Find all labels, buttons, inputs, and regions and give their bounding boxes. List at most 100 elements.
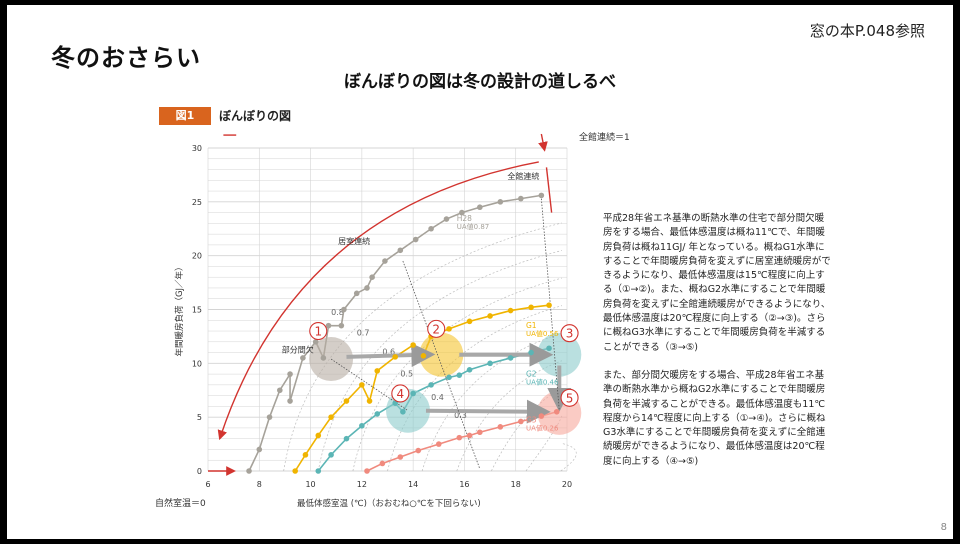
marker-ring — [391, 384, 410, 403]
data-point-G2 — [446, 374, 452, 381]
red-arrow-top — [538, 133, 548, 152]
data-point-H28 — [477, 204, 483, 211]
marker-number-④: 4 — [397, 387, 405, 401]
data-point-G2 — [343, 435, 350, 442]
description-paragraph-2: また、部分間欠暖房をする場合、平成28年省エネ基準の断熱水準から概ねG2水準にす… — [603, 369, 826, 467]
x-tick-label: 18 — [511, 480, 521, 489]
ratio-curve — [317, 250, 562, 472]
data-point-H28 — [353, 290, 360, 297]
data-point-H28 — [277, 387, 283, 394]
data-point-G2 — [328, 452, 334, 458]
marker-number-②: 2 — [432, 322, 440, 336]
data-point-H28 — [287, 371, 293, 377]
series-sub-G1: UA値0.56 — [526, 329, 559, 338]
marker-number-③: 3 — [566, 327, 574, 341]
data-point-G2 — [507, 355, 514, 361]
slide-title: 冬のおさらい — [51, 44, 201, 72]
ratio-label: 0.7 — [357, 328, 370, 337]
series-curve — [366, 411, 557, 472]
x-tick-label: 16 — [459, 480, 469, 489]
series-sub-H28: UA値0.87 — [457, 222, 490, 231]
data-point-H28 — [412, 236, 419, 243]
data-point-G2 — [359, 422, 365, 429]
data-point-G1 — [292, 468, 298, 474]
data-point-H28 — [256, 446, 263, 453]
x-tick-label: 8 — [257, 480, 262, 489]
data-point-G1 — [410, 342, 416, 348]
data-point-G1 — [343, 398, 350, 404]
page-number: 8 — [940, 522, 947, 533]
data-point-G2 — [456, 372, 463, 378]
data-point-H28 — [497, 199, 504, 205]
marker-number-⑤: 5 — [566, 391, 574, 405]
series-curve — [248, 194, 542, 472]
data-point-G1 — [420, 352, 427, 359]
data-point-G3 — [379, 460, 386, 467]
x-tick-label: 6 — [205, 480, 210, 489]
data-point-H28 — [246, 468, 252, 474]
data-point-G2 — [487, 360, 493, 367]
data-point-G2 — [466, 366, 473, 373]
data-point-G1 — [328, 414, 334, 420]
data-point-H28 — [312, 339, 319, 345]
data-point-G1 — [359, 382, 365, 388]
series-label-H28: H28 — [457, 214, 472, 223]
marker-ring — [560, 388, 579, 407]
data-point-G3 — [435, 441, 442, 447]
marker-ring — [309, 321, 328, 341]
annotation-partial: 部分間欠 — [282, 345, 314, 355]
guide-line — [330, 358, 409, 412]
data-point-H28 — [397, 247, 404, 254]
figure-title: ぼんぼりの図 — [219, 109, 292, 123]
data-point-G2 — [392, 400, 398, 406]
guide-line — [402, 260, 481, 469]
y-axis-label: 年間暖房負荷（GJ／年） — [174, 262, 185, 356]
ratio-label: 0.6 — [382, 348, 395, 357]
annotation-continuous-all: 全館連続 — [507, 171, 539, 181]
x-tick-label: 12 — [357, 480, 367, 489]
series-label-G2: G2 — [526, 369, 537, 378]
ratio-label: 0.8 — [331, 308, 344, 317]
x-axis-label: 最低体感室温 (℃)（おおむね○℃を下回らない) — [297, 498, 481, 509]
data-point-G1 — [315, 432, 322, 439]
ratio-label: 0.5 — [400, 369, 413, 378]
data-point-G3 — [466, 432, 473, 439]
data-point-G1 — [528, 304, 534, 311]
data-point-H28 — [538, 192, 545, 199]
x-tick-label: 10 — [305, 480, 315, 489]
data-point-G2 — [546, 345, 552, 352]
x-tick-label: 14 — [408, 480, 418, 489]
data-point-G2 — [315, 468, 322, 474]
data-point-H28 — [325, 322, 332, 329]
annotation-full: 全館連続＝1 — [579, 131, 630, 143]
slide: 冬のおさらい 窓の本P.048参照 ぼんぼりの図は冬の設計の道しるべ 図1 ぼん… — [7, 5, 953, 539]
red-tick — [545, 167, 553, 213]
y-tick-label: 10 — [192, 359, 202, 368]
data-point-G3 — [397, 454, 404, 460]
ratio-curve — [456, 360, 562, 472]
data-point-G3 — [364, 468, 370, 474]
series-label-G3: G3 — [526, 416, 537, 425]
y-tick-label: 30 — [192, 144, 202, 153]
bonbori-chart: 0.80.70.60.50.40.3H28UA値0.87G1UA値0.56G2U… — [155, 131, 630, 509]
data-point-G1 — [546, 302, 552, 308]
y-tick-label: 5 — [197, 413, 202, 422]
data-point-G1 — [466, 318, 473, 325]
y-tick-label: 15 — [192, 306, 202, 315]
data-point-G1 — [446, 326, 452, 332]
data-point-G3 — [497, 424, 504, 430]
data-point-G2 — [374, 411, 381, 417]
transition-arrow — [346, 343, 436, 368]
series-sub-G2: UA値0.46 — [526, 377, 559, 386]
data-point-G2 — [528, 349, 534, 356]
x-tick-label: 20 — [562, 480, 572, 489]
figure-badge: 図1 — [159, 107, 211, 125]
data-point-H28 — [369, 274, 375, 281]
data-point-H28 — [443, 216, 450, 222]
ratio-label: 0.4 — [431, 393, 444, 402]
data-point-H28 — [364, 285, 370, 291]
data-point-G1 — [507, 307, 514, 314]
data-point-G3 — [456, 434, 463, 441]
data-point-G1 — [487, 313, 493, 319]
red-arc-left — [217, 161, 539, 441]
